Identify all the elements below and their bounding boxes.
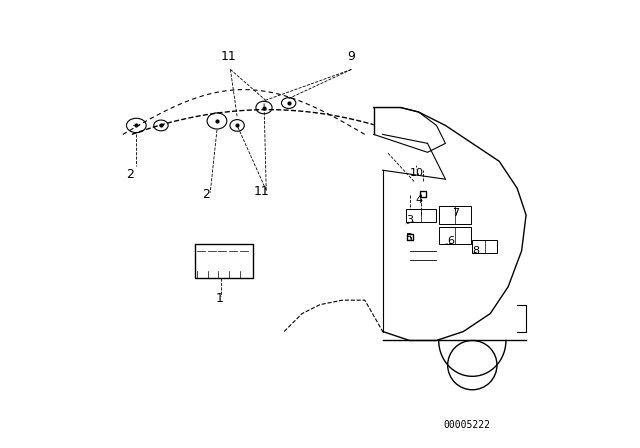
Bar [439, 206, 471, 224]
Text: 1: 1 [215, 292, 223, 305]
Text: 4: 4 [415, 195, 422, 205]
Text: 11: 11 [220, 49, 236, 63]
Text: 9: 9 [348, 49, 355, 63]
Text: 5: 5 [405, 233, 412, 243]
Text: 6: 6 [447, 237, 454, 246]
Text: 00005222: 00005222 [444, 420, 490, 430]
Text: 2: 2 [125, 168, 134, 181]
Text: 11: 11 [254, 185, 269, 198]
Bar [472, 240, 497, 253]
Text: 10: 10 [410, 168, 424, 178]
Text: 7: 7 [452, 208, 460, 218]
Bar [406, 209, 436, 222]
Bar [439, 227, 471, 244]
Text: 3: 3 [406, 215, 413, 225]
Bar [195, 244, 253, 278]
Text: 8: 8 [472, 246, 479, 256]
Text: 2: 2 [202, 188, 210, 202]
